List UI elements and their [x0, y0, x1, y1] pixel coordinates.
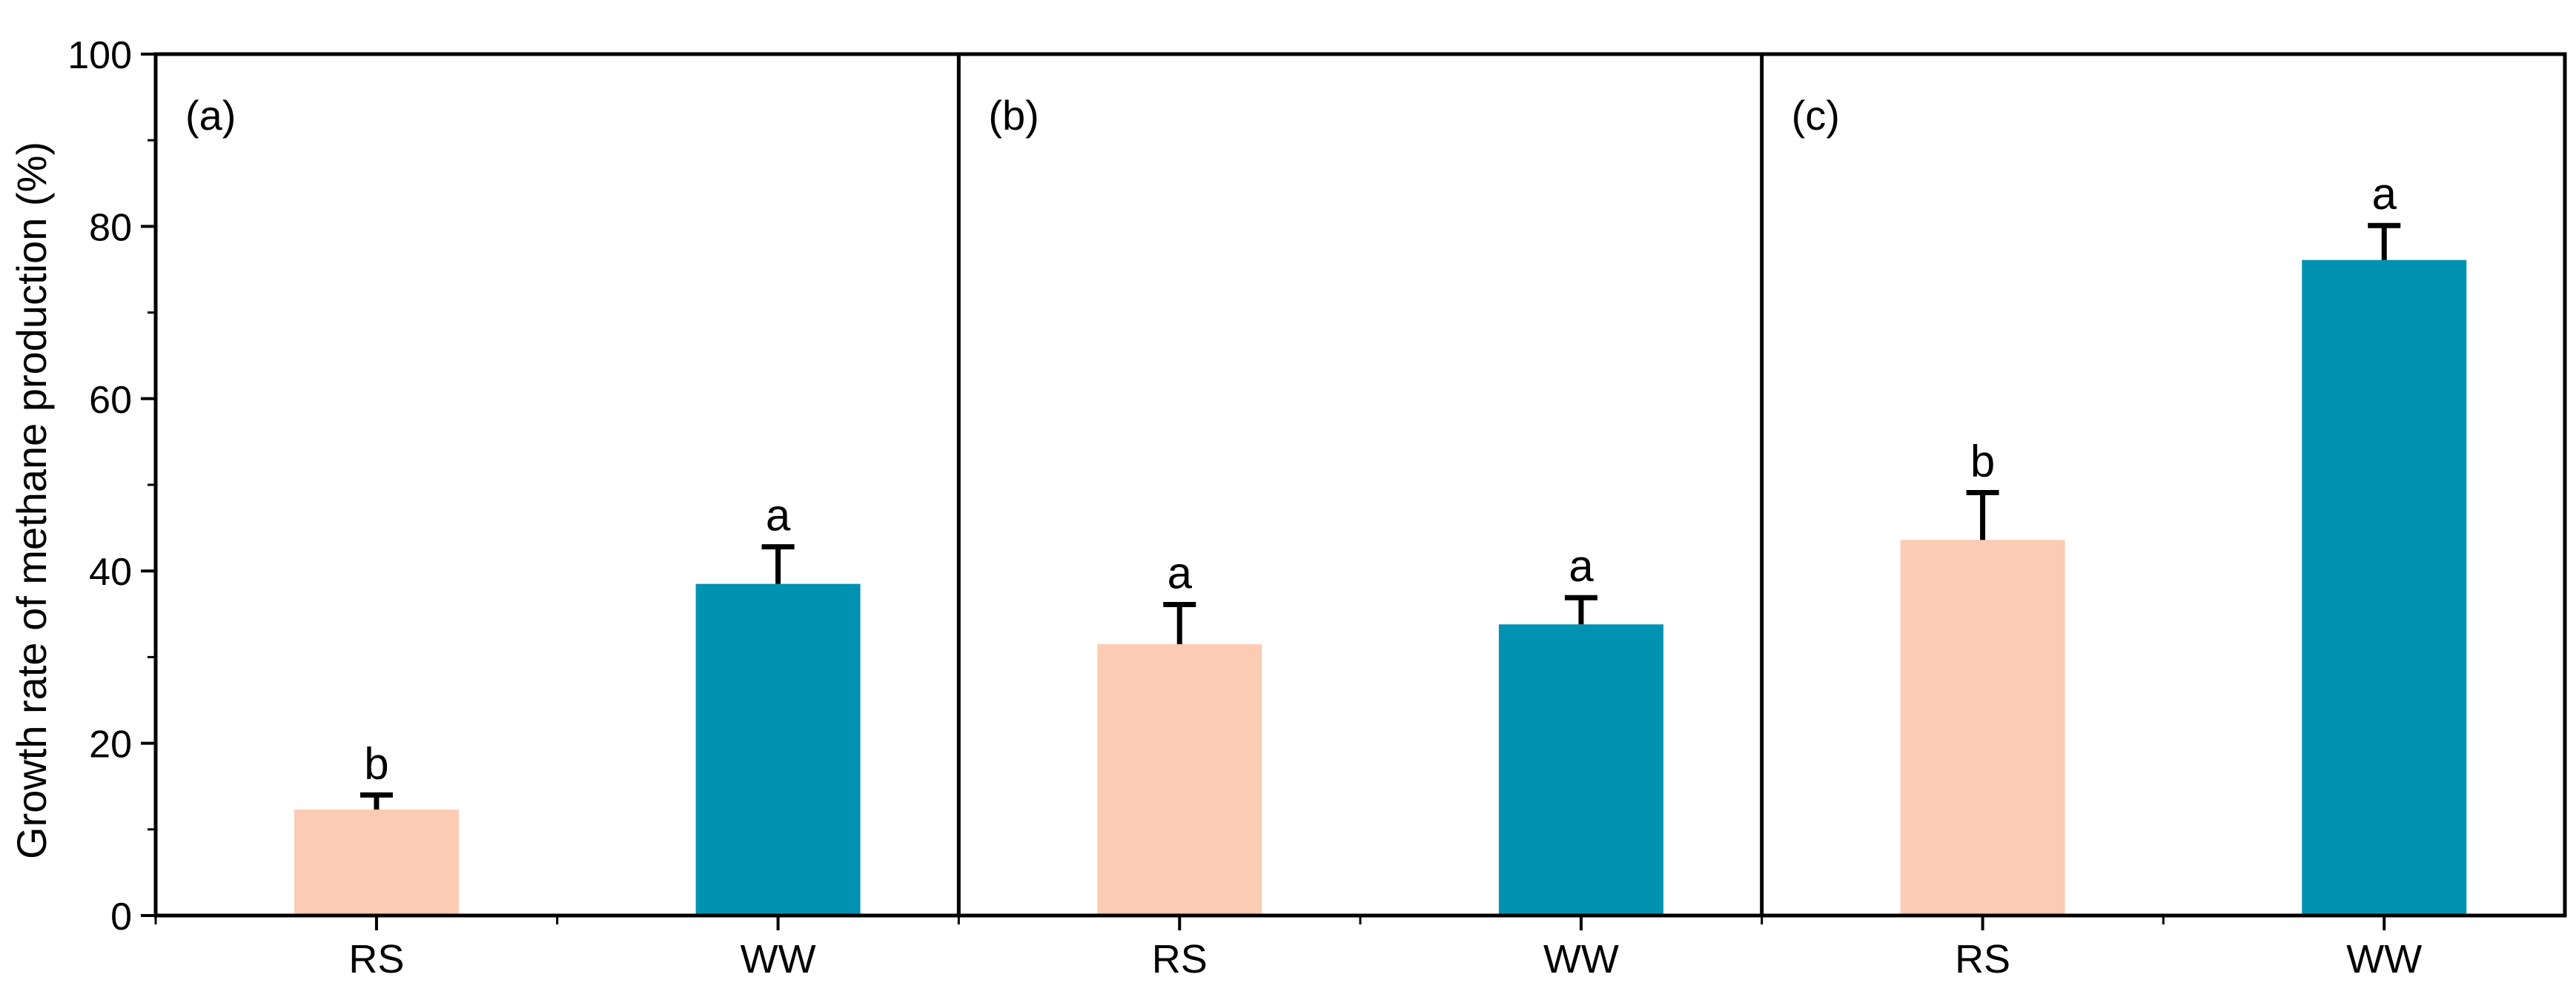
x-tick-label: WW	[2346, 937, 2422, 982]
bar-rs	[294, 810, 459, 916]
x-tick-label: RS	[1152, 937, 1208, 982]
x-tick-label: RS	[348, 937, 404, 982]
x-tick-label: WW	[741, 937, 816, 982]
plot-frame	[153, 52, 2567, 918]
panel-label: (a)	[185, 92, 236, 139]
y-tick-label: 80	[89, 206, 132, 249]
significance-letter: a	[766, 491, 791, 540]
panel-label: (c)	[1792, 92, 1840, 139]
bar-rs	[1900, 540, 2065, 916]
y-tick-label: 0	[110, 896, 132, 939]
significance-letter: b	[364, 738, 388, 788]
bar-ww	[695, 583, 861, 916]
y-tick-label: 40	[89, 551, 132, 594]
significance-letter: a	[1569, 541, 1594, 591]
y-tick-label: 20	[89, 724, 132, 767]
y-axis-label: Growth rate of methane production (%)	[8, 142, 55, 859]
bar-rs	[1097, 643, 1262, 916]
panel-label: (b)	[988, 92, 1039, 139]
bar-ww	[1498, 624, 1663, 916]
x-tick-label: WW	[1543, 937, 1619, 982]
y-tick-label: 100	[67, 34, 132, 77]
significance-letter: a	[2372, 169, 2397, 219]
y-tick-label: 60	[89, 379, 132, 422]
bar-ww	[2302, 259, 2467, 916]
significance-letter: a	[1168, 549, 1193, 598]
significance-letter: b	[1970, 436, 1995, 486]
x-tick-label: RS	[1955, 937, 2010, 982]
